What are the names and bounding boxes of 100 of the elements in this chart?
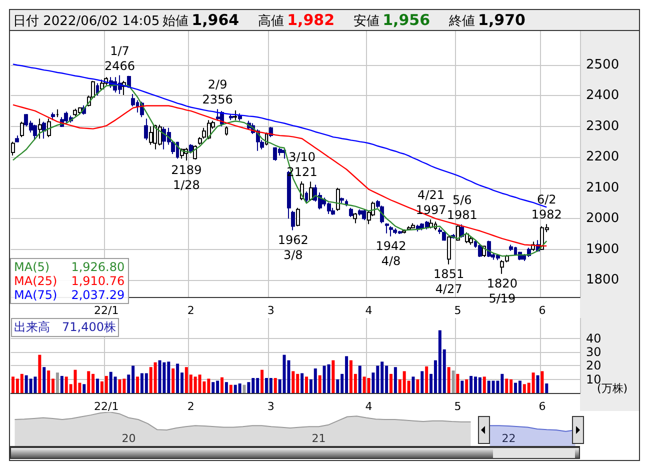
candlestick <box>33 124 37 141</box>
bar <box>292 371 295 393</box>
y-tick-label: 30 <box>586 345 602 360</box>
x-tick-label: 3 <box>267 304 274 317</box>
candlestick <box>144 118 148 141</box>
x-tick-label: 22/1 <box>94 304 119 317</box>
bar <box>518 380 522 393</box>
bar <box>247 382 250 393</box>
candlestick <box>229 114 233 121</box>
bar <box>282 354 286 393</box>
bar <box>460 380 464 393</box>
y-tick-label: 1800 <box>586 272 620 288</box>
y-tick-label: 2100 <box>586 180 620 196</box>
bar <box>452 370 455 393</box>
bar <box>260 370 264 393</box>
text: 1,970 <box>478 11 526 29</box>
y-tick-label: 2300 <box>586 118 620 134</box>
candlestick <box>447 236 451 265</box>
text: 1851 4/27 <box>434 266 464 296</box>
x-tick-label: 22 <box>502 432 516 445</box>
bar <box>412 376 415 393</box>
bar <box>470 376 473 393</box>
candlestick <box>15 135 19 143</box>
bar <box>104 376 108 393</box>
text: 2/9 2356 <box>202 78 233 107</box>
candlestick <box>442 231 446 242</box>
candlestick <box>411 222 415 229</box>
x-tick-label: 6 <box>538 304 546 317</box>
y-tick-label: 2500 <box>586 57 620 72</box>
annotation: 2,037.29 <box>71 288 125 302</box>
candlestick <box>225 126 228 136</box>
bar <box>74 370 77 393</box>
bar <box>176 364 180 393</box>
candlestick <box>56 108 59 118</box>
candlestick <box>340 197 344 204</box>
bar <box>158 360 162 393</box>
bar <box>20 374 24 393</box>
candlestick <box>42 121 46 140</box>
text: 1/7 2466 <box>104 44 135 73</box>
x-tick-label: 21 <box>312 432 326 445</box>
bar <box>29 378 32 393</box>
text: 始値 <box>162 14 189 29</box>
bar <box>47 370 50 393</box>
candlestick <box>362 208 366 221</box>
text: 高値 <box>258 14 284 29</box>
bar <box>394 367 397 393</box>
bar <box>136 376 140 393</box>
text: 終値 <box>449 14 476 29</box>
bar <box>172 368 175 393</box>
bar <box>532 372 535 393</box>
candlestick <box>38 118 42 140</box>
y-tick-label: 40 <box>586 331 602 346</box>
bar <box>238 383 242 393</box>
candlestick <box>20 121 24 138</box>
bar <box>322 366 326 393</box>
candlestick <box>96 82 99 96</box>
candlestick <box>429 219 433 228</box>
text: MA(25) <box>14 274 58 288</box>
bar <box>318 375 322 393</box>
bar <box>220 377 224 393</box>
bar <box>56 372 59 393</box>
bar <box>242 384 246 393</box>
text: 2189 1/28 <box>171 162 202 192</box>
bar <box>447 367 450 393</box>
x-tick-label: 3 <box>267 400 274 413</box>
text: 日付 2022/06/02 14:05 <box>13 14 160 29</box>
bar <box>536 375 540 393</box>
x-tick-label: 22/1 <box>94 400 119 413</box>
candlestick <box>469 236 473 246</box>
candlestick <box>353 212 357 224</box>
text: 6/2 1982 <box>531 192 562 222</box>
candlestick <box>336 187 340 212</box>
bar <box>162 362 166 393</box>
bar <box>34 376 37 393</box>
y-tick-label: 2200 <box>586 150 620 165</box>
text: 5/6 1981 <box>446 192 478 222</box>
candlestick <box>385 222 389 234</box>
bar <box>96 378 99 393</box>
bar <box>154 362 157 393</box>
x-tick-label: 2 <box>187 304 194 317</box>
candlestick <box>296 207 300 227</box>
bar <box>212 382 215 393</box>
bar <box>60 376 64 393</box>
candlestick <box>438 227 442 234</box>
candlestick <box>305 191 308 204</box>
text: 1,956 <box>382 11 430 29</box>
bar <box>465 379 468 393</box>
text: 4/21 1997 <box>416 188 446 218</box>
bar <box>367 378 370 393</box>
annotation: 1,910.76 <box>71 274 125 288</box>
y-tick-label: 20 <box>586 358 602 373</box>
bar <box>118 379 122 393</box>
candlestick <box>51 112 55 121</box>
text: 1962 3/8 <box>278 232 308 262</box>
y-tick-label: 2000 <box>586 211 620 226</box>
y-tick-label: 1900 <box>586 242 620 257</box>
annotation: 1,926.80 <box>71 260 125 274</box>
text: 1,964 <box>192 11 240 29</box>
bar <box>390 374 392 393</box>
bar <box>416 379 420 393</box>
